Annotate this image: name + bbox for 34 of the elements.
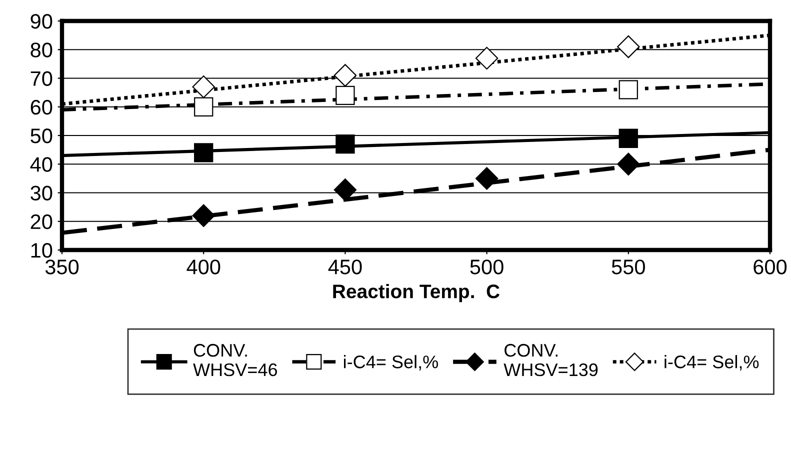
point <box>336 134 355 154</box>
point <box>475 167 498 190</box>
legend-label: i-C4= Sel,% <box>344 355 438 370</box>
y-tick-label: 40 <box>30 157 52 172</box>
x-tick-label: 600 <box>754 260 787 274</box>
point <box>334 178 357 202</box>
point <box>618 80 638 100</box>
point <box>618 128 638 148</box>
y-tick-label: 10 <box>31 243 52 258</box>
y-tick-label: 50 <box>30 128 52 144</box>
point <box>617 35 640 58</box>
point <box>192 75 215 98</box>
x-tick-label: 550 <box>612 260 645 274</box>
point <box>475 46 498 70</box>
legend-label: CONV. WHSV=139 <box>504 344 598 376</box>
point <box>194 143 214 162</box>
legend-label: i-C4= Sel,% <box>664 355 759 370</box>
point <box>194 97 214 116</box>
point <box>336 86 355 106</box>
legend-label: CONV. WHSV=46 <box>193 344 277 376</box>
point <box>334 64 357 87</box>
x-axis-title: Reaction Temp. C <box>333 284 500 302</box>
x-tick-label: 500 <box>470 260 504 274</box>
point <box>617 152 640 176</box>
x-tick-label: 450 <box>328 260 362 274</box>
x-tick-label: 350 <box>45 260 79 274</box>
y-tick-label: 60 <box>30 100 52 115</box>
y-tick-label: 30 <box>30 186 52 201</box>
y-tick-label: 80 <box>30 42 52 58</box>
point <box>192 204 215 228</box>
x-tick-label: 400 <box>186 260 220 274</box>
y-tick-label: 90 <box>30 14 52 29</box>
y-tick-label: 70 <box>30 71 52 86</box>
y-tick-label: 20 <box>30 214 52 230</box>
